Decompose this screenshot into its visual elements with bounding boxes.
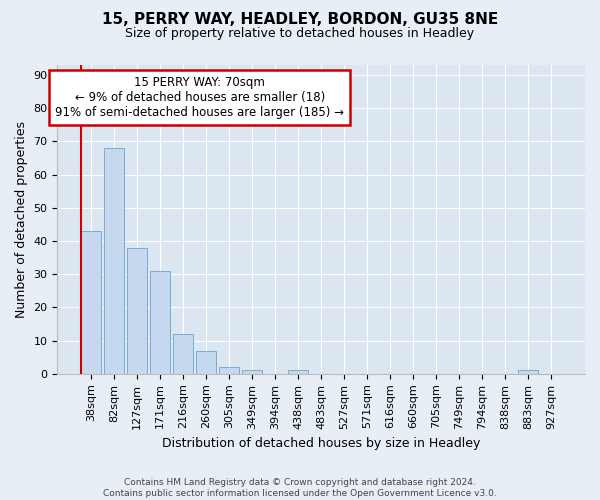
Text: 15, PERRY WAY, HEADLEY, BORDON, GU35 8NE: 15, PERRY WAY, HEADLEY, BORDON, GU35 8NE [102,12,498,28]
Bar [127,248,147,374]
Text: Size of property relative to detached houses in Headley: Size of property relative to detached ho… [125,28,475,40]
Bar [518,370,538,374]
Bar [242,370,262,374]
Bar [289,370,308,374]
X-axis label: Distribution of detached houses by size in Headley: Distribution of detached houses by size … [162,437,481,450]
Bar [104,148,124,374]
Text: Contains HM Land Registry data © Crown copyright and database right 2024.
Contai: Contains HM Land Registry data © Crown c… [103,478,497,498]
Bar [196,350,216,374]
Bar [151,271,170,374]
Bar [173,334,193,374]
Bar [82,231,101,374]
Bar [220,367,239,374]
Y-axis label: Number of detached properties: Number of detached properties [15,121,28,318]
Text: 15 PERRY WAY: 70sqm
← 9% of detached houses are smaller (18)
91% of semi-detache: 15 PERRY WAY: 70sqm ← 9% of detached hou… [55,76,344,119]
